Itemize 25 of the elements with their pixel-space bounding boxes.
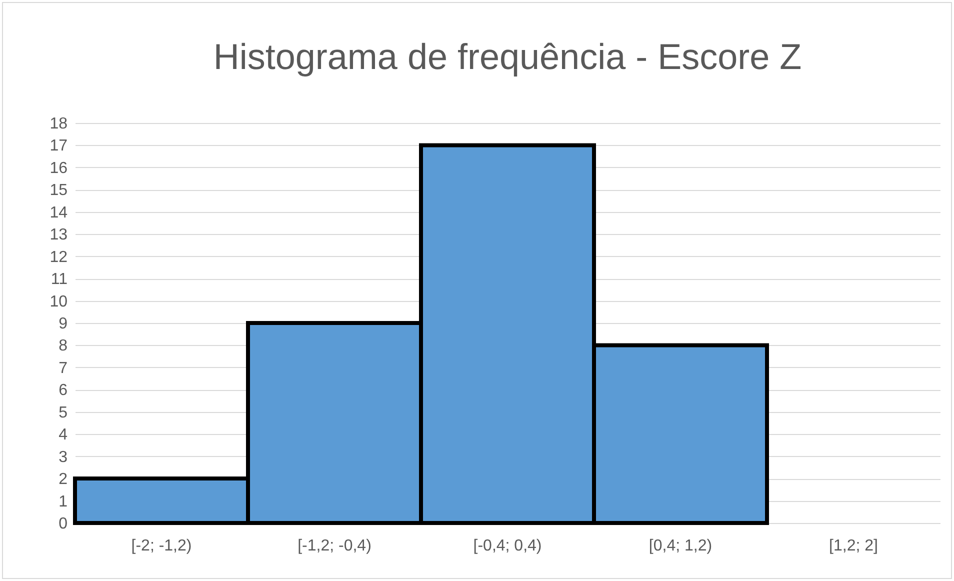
y-tick-label: 13 [50,226,68,244]
y-tick-label: 7 [58,360,68,377]
x-tick-label: [-1,2; -0,4) [298,538,372,554]
y-tick-label: 8 [58,338,68,355]
x-tick-label: [-0,4; 0,4) [473,538,542,554]
y-tick-label: 1 [58,493,68,510]
y-tick-label: 11 [50,271,68,288]
x-tick-label: [0,4; 1,2) [648,538,712,554]
x-tick-label: [1,2; 2] [829,538,878,554]
y-tick-label: 2 [58,471,68,488]
y-tick-label: 17 [50,138,68,155]
y-tick-label: 16 [50,160,68,177]
y-tick-label: 10 [50,293,68,310]
y-tick-label: 14 [50,204,68,222]
y-tick-label: 4 [58,426,68,444]
y-tick-label: 9 [58,316,68,332]
y-tick-label: 0 [58,516,68,532]
chart-title: Histograma de frequência - Escore Z [213,36,802,77]
y-tick-label: 5 [58,404,68,422]
y-tick-label: 18 [50,116,68,132]
x-tick-label: [-2; -1,2) [131,538,192,554]
y-tick-label: 3 [58,448,68,466]
y-tick-label: 6 [58,382,68,400]
y-tick-label: 12 [50,248,68,266]
y-tick-label: 15 [50,182,68,200]
